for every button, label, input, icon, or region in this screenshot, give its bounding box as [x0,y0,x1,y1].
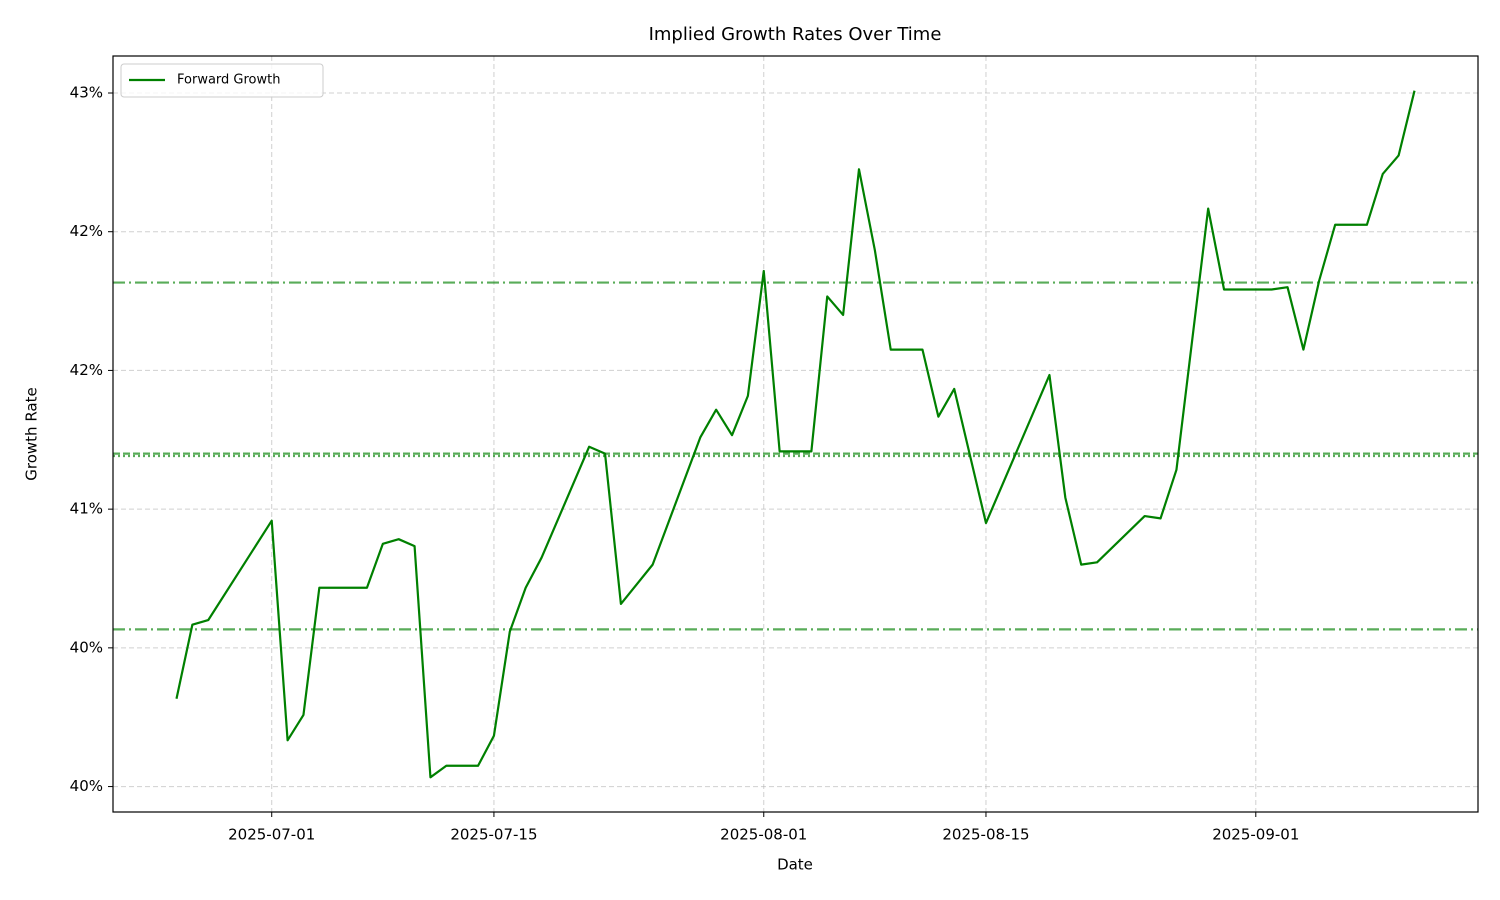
y-tick-label: 40% [70,777,103,795]
chart-title: Implied Growth Rates Over Time [649,24,942,45]
x-tick-label: 2025-07-01 [228,826,315,844]
x-tick-label: 2025-08-01 [720,826,807,844]
y-axis-label: Growth Rate [23,387,41,480]
y-tick-label: 43% [70,83,103,101]
y-tick-label: 41% [70,500,103,518]
x-tick-label: 2025-07-15 [450,826,537,844]
y-tick-label: 42% [70,222,103,240]
x-axis-label: Date [777,856,813,874]
data-line [175,90,1416,779]
y-tick-label: 40% [70,638,103,656]
plot-frame [112,55,1479,813]
y-tick-label: 42% [70,361,103,379]
legend-label: Forward Growth [177,73,280,88]
legend-box [120,63,324,98]
x-tick-label: 2025-09-01 [1212,826,1299,844]
x-tick-label: 2025-08-15 [942,826,1029,844]
